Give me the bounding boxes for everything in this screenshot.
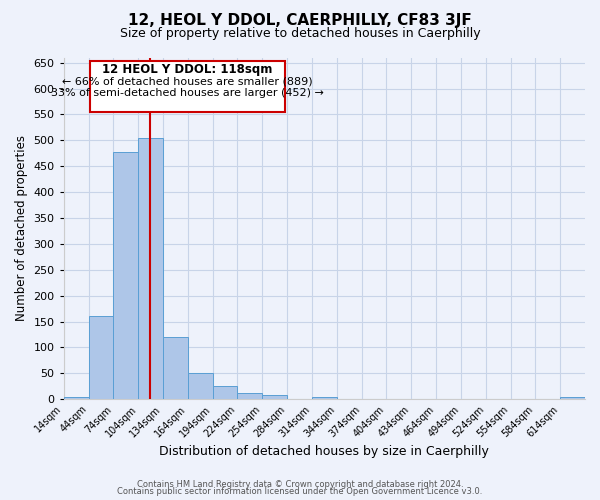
- Bar: [188, 374, 212, 399]
- Bar: [560, 396, 585, 399]
- Text: Contains public sector information licensed under the Open Government Licence v3: Contains public sector information licen…: [118, 488, 482, 496]
- Bar: [312, 396, 337, 399]
- Bar: [238, 393, 262, 399]
- Text: 33% of semi-detached houses are larger (452) →: 33% of semi-detached houses are larger (…: [51, 88, 324, 98]
- Bar: [262, 395, 287, 399]
- Bar: [163, 337, 188, 399]
- Y-axis label: Number of detached properties: Number of detached properties: [15, 136, 28, 322]
- Text: 12 HEOL Y DDOL: 118sqm: 12 HEOL Y DDOL: 118sqm: [102, 63, 272, 76]
- Text: Size of property relative to detached houses in Caerphilly: Size of property relative to detached ho…: [119, 28, 481, 40]
- Text: ← 66% of detached houses are smaller (889): ← 66% of detached houses are smaller (88…: [62, 77, 313, 87]
- Bar: [138, 138, 163, 399]
- Bar: [212, 386, 238, 399]
- X-axis label: Distribution of detached houses by size in Caerphilly: Distribution of detached houses by size …: [160, 444, 489, 458]
- FancyBboxPatch shape: [90, 61, 284, 112]
- Bar: [89, 316, 113, 399]
- Bar: [113, 152, 138, 399]
- Bar: [64, 396, 89, 399]
- Text: Contains HM Land Registry data © Crown copyright and database right 2024.: Contains HM Land Registry data © Crown c…: [137, 480, 463, 489]
- Text: 12, HEOL Y DDOL, CAERPHILLY, CF83 3JF: 12, HEOL Y DDOL, CAERPHILLY, CF83 3JF: [128, 12, 472, 28]
